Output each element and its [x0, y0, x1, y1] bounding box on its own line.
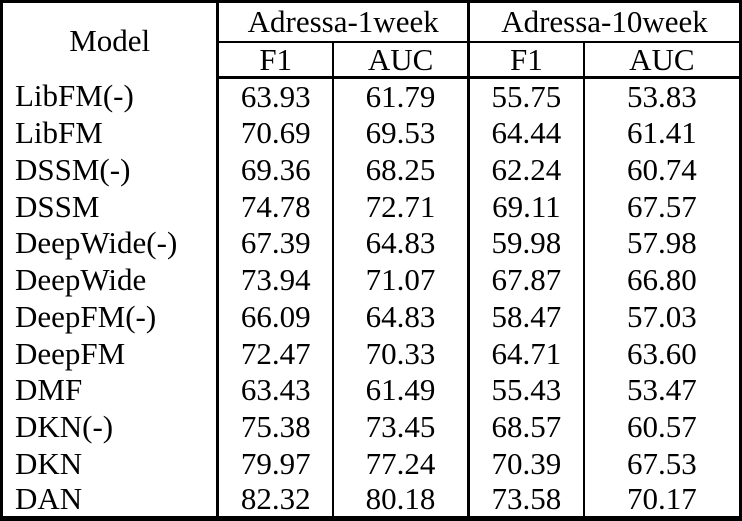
value-cell: 77.24	[332, 445, 469, 482]
model-label: DSSM(-)	[15, 151, 131, 187]
value-cell: 66.80	[582, 261, 741, 298]
value-cell: 71.07	[332, 261, 469, 298]
value-cell: 72.71	[332, 187, 469, 225]
column-header-auc-10week: AUC	[582, 41, 741, 79]
value-cell: 70.17	[582, 481, 741, 519]
column-header-auc-1week: AUC	[332, 41, 469, 79]
value-cell: 59.98	[467, 224, 584, 262]
value-cell: 67.39	[216, 224, 334, 262]
value-cell: 63.43	[216, 371, 334, 409]
table-row: LibFM 70.69 69.53 64.44 61.41	[2, 114, 741, 151]
value-cell: 62.24	[467, 151, 584, 188]
column-header-f1-10week: F1	[467, 41, 584, 79]
value-cell: 70.69	[216, 114, 334, 151]
value-cell: 55.75	[467, 77, 584, 115]
value-cell: 53.47	[582, 371, 741, 409]
table-row-best: DAN 82.32 80.18 73.58 70.17	[2, 481, 741, 519]
value-cell: 79.97	[216, 445, 334, 482]
column-header-model: Model	[69, 22, 151, 58]
value-cell: 67.87	[467, 261, 584, 298]
value-cell: 64.83	[332, 224, 469, 262]
model-label: DSSM	[15, 188, 100, 224]
value-cell: 53.83	[582, 77, 741, 115]
value-cell: 64.71	[467, 334, 584, 372]
model-label: LibFM	[15, 115, 103, 151]
value-cell: 61.49	[332, 371, 469, 409]
model-label: DeepWide(-)	[15, 225, 178, 261]
value-cell: 74.78	[216, 187, 334, 225]
value-cell: 70.33	[332, 334, 469, 372]
table-row: DeepFM(-) 66.09 64.83 58.47 57.03	[2, 298, 741, 335]
value-cell: 66.09	[216, 298, 334, 335]
value-cell: 61.41	[582, 114, 741, 151]
model-label: DKN(-)	[15, 409, 114, 445]
value-cell: 73.58	[467, 481, 584, 519]
header-row-metrics: F1 AUC F1 AUC	[2, 41, 741, 79]
table-row: LibFM(-) 63.93 61.79 55.75 53.83	[2, 77, 741, 115]
model-label: DMF	[15, 372, 83, 408]
value-cell: 58.47	[467, 298, 584, 335]
column-header-f1-1week: F1	[216, 41, 334, 79]
column-group-adressa-10week: Adressa-10week	[467, 1, 741, 43]
value-cell: 82.32	[216, 481, 334, 519]
value-cell: 60.57	[582, 408, 741, 445]
value-cell: 70.39	[467, 445, 584, 482]
table-row: DSSM 74.78 72.71 69.11 67.57	[2, 187, 741, 225]
value-cell: 80.18	[332, 481, 469, 519]
model-label: DeepFM	[15, 335, 126, 371]
value-cell: 67.57	[582, 187, 741, 225]
model-label: DeepWide	[15, 262, 147, 298]
header-row-groups: Model Adressa-1week Adressa-10week	[2, 1, 741, 56]
model-label: LibFM(-)	[15, 78, 134, 114]
value-cell: 73.94	[216, 261, 334, 298]
value-cell: 68.25	[332, 151, 469, 188]
value-cell: 63.93	[216, 77, 334, 115]
value-cell: 68.57	[467, 408, 584, 445]
value-cell: 60.74	[582, 151, 741, 188]
model-label: DKN	[15, 445, 83, 481]
value-cell: 69.11	[467, 187, 584, 225]
value-cell: 73.45	[332, 408, 469, 445]
table-row: DeepFM 72.47 70.33 64.71 63.60	[2, 334, 741, 372]
value-cell: 55.43	[467, 371, 584, 409]
value-cell: 57.98	[582, 224, 741, 262]
table-row: DKN(-) 75.38 73.45 68.57 60.57	[2, 408, 741, 445]
table-row: DeepWide 73.94 71.07 67.87 66.80	[2, 261, 741, 298]
value-cell: 69.36	[216, 151, 334, 188]
value-cell: 63.60	[582, 334, 741, 372]
table-row: DeepWide(-) 67.39 64.83 59.98 57.98	[2, 224, 741, 262]
column-group-adressa-1week: Adressa-1week	[216, 1, 469, 43]
value-cell: 75.38	[216, 408, 334, 445]
value-cell: 64.44	[467, 114, 584, 151]
value-cell: 69.53	[332, 114, 469, 151]
model-label: DeepFM(-)	[15, 298, 157, 334]
table-row: DSSM(-) 69.36 68.25 62.24 60.74	[2, 151, 741, 188]
table-row: DMF 63.43 61.49 55.43 53.47	[2, 371, 741, 409]
value-cell: 67.53	[582, 445, 741, 482]
table-row: DKN 79.97 77.24 70.39 67.53	[2, 445, 741, 482]
value-cell: 61.79	[332, 77, 469, 115]
model-label: DAN	[15, 481, 83, 517]
value-cell: 57.03	[582, 298, 741, 335]
value-cell: 64.83	[332, 298, 469, 335]
value-cell: 72.47	[216, 334, 334, 372]
